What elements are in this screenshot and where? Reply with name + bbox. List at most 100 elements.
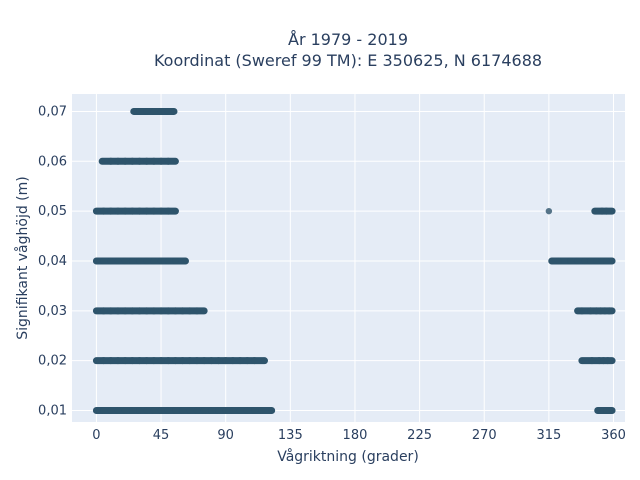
data-point xyxy=(229,407,237,414)
data-point xyxy=(157,207,165,215)
data-point xyxy=(261,357,268,364)
data-point xyxy=(567,257,574,265)
data-point xyxy=(588,357,596,364)
data-point xyxy=(193,357,201,364)
data-point xyxy=(172,407,179,414)
data-point xyxy=(143,307,150,315)
data-point xyxy=(200,307,208,315)
data-point xyxy=(150,407,158,414)
data-point xyxy=(136,207,143,215)
data-point xyxy=(186,357,193,364)
data-point xyxy=(268,407,275,414)
x-tick-label: 270 xyxy=(472,428,497,443)
data-point xyxy=(608,257,616,265)
data-point xyxy=(100,407,107,414)
data-point xyxy=(136,158,143,165)
data-point xyxy=(121,307,129,315)
data-point xyxy=(172,257,179,265)
data-point xyxy=(170,108,178,115)
data-point xyxy=(157,307,165,315)
data-point xyxy=(172,207,179,215)
data-point xyxy=(107,307,114,315)
data-point xyxy=(129,207,136,215)
data-point xyxy=(215,407,222,414)
data-point xyxy=(107,207,114,215)
data-point xyxy=(208,357,215,364)
data-point xyxy=(100,207,107,215)
data-point xyxy=(578,307,586,315)
data-point xyxy=(182,257,189,265)
data-point xyxy=(172,357,179,364)
y-tick-labels: 0,01 0,02 0,03 0,04 0,05 0,06 0,07 xyxy=(38,104,67,418)
data-point xyxy=(244,357,251,364)
data-point xyxy=(93,207,100,215)
data-point xyxy=(107,407,114,414)
data-point xyxy=(172,158,179,165)
data-point xyxy=(150,207,158,215)
data-point xyxy=(150,357,158,364)
data-point xyxy=(186,407,193,414)
data-point xyxy=(150,108,158,115)
data-point xyxy=(581,257,588,265)
data-point xyxy=(608,357,616,364)
data-point xyxy=(93,407,100,414)
data-point xyxy=(121,407,129,414)
data-point xyxy=(114,407,122,414)
data-point xyxy=(603,257,610,265)
data-point xyxy=(179,357,186,364)
data-point xyxy=(165,407,172,414)
data-point xyxy=(165,108,172,115)
data-point xyxy=(587,257,594,265)
x-tick-label: 360 xyxy=(601,428,626,443)
data-point xyxy=(157,257,165,265)
data-point xyxy=(236,407,244,414)
data-point xyxy=(93,357,100,364)
data-point xyxy=(150,257,158,265)
data-point xyxy=(114,307,122,315)
data-point xyxy=(121,158,129,165)
data-point xyxy=(157,108,165,115)
data-point xyxy=(165,207,172,215)
data-point xyxy=(603,207,610,215)
data-point xyxy=(121,257,129,265)
data-point xyxy=(93,307,100,315)
data-point xyxy=(150,307,158,315)
data-point xyxy=(107,357,114,364)
chart-title-line1: År 1979 - 2019 xyxy=(288,30,408,49)
x-tick-label: 90 xyxy=(217,428,234,443)
data-point xyxy=(578,357,586,364)
data-point xyxy=(200,407,208,414)
x-axis-title: Vågriktning (grader) xyxy=(277,448,419,465)
data-point xyxy=(143,108,150,115)
data-point xyxy=(157,158,165,165)
data-point xyxy=(186,307,193,315)
data-point xyxy=(244,407,251,414)
data-point xyxy=(172,307,179,315)
data-point xyxy=(136,307,143,315)
x-tick-label: 45 xyxy=(153,428,170,443)
data-point xyxy=(129,357,136,364)
chart-title-line2: Koordinat (Sweref 99 TM): E 350625, N 61… xyxy=(154,51,542,70)
data-point xyxy=(593,257,600,265)
y-axis-title: Signifikant våghöjd (m) xyxy=(14,176,31,339)
data-point xyxy=(555,257,563,265)
data-point xyxy=(179,307,186,315)
data-point xyxy=(114,257,122,265)
data-point xyxy=(129,257,136,265)
data-point xyxy=(114,357,122,364)
data-point xyxy=(107,257,114,265)
data-point xyxy=(98,158,106,165)
x-tick-label: 225 xyxy=(407,428,432,443)
data-point xyxy=(548,257,555,265)
data-point xyxy=(150,158,158,165)
x-tick-label: 180 xyxy=(343,428,368,443)
data-point xyxy=(251,357,258,364)
data-point xyxy=(179,407,186,414)
data-point xyxy=(129,158,136,165)
data-point xyxy=(100,257,107,265)
data-point xyxy=(100,307,107,315)
data-point xyxy=(165,307,172,315)
data-points xyxy=(92,107,616,415)
data-point xyxy=(129,407,136,414)
